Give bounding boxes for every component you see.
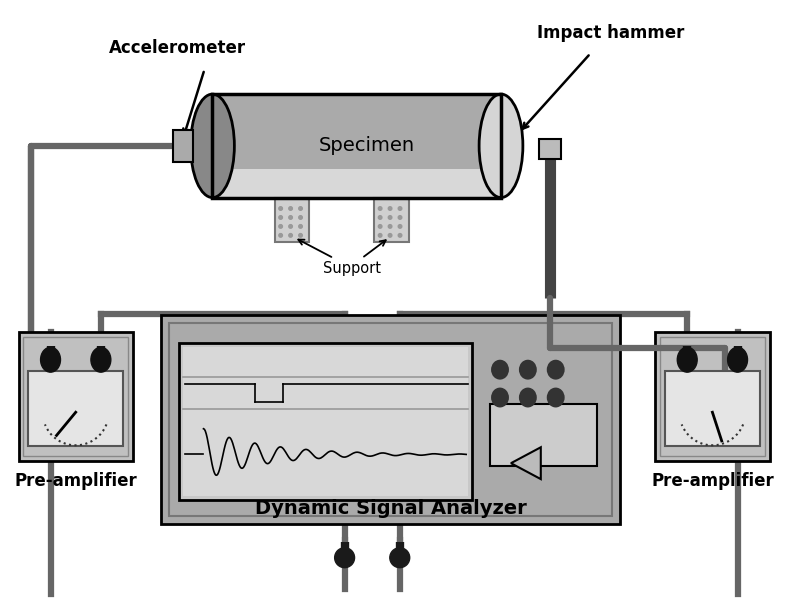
Circle shape (388, 215, 392, 219)
Circle shape (299, 225, 302, 228)
Bar (212, 94, 501, 198)
Circle shape (398, 234, 402, 237)
Circle shape (390, 548, 409, 568)
Ellipse shape (91, 347, 110, 372)
Bar (655, 332, 769, 461)
Bar (18, 332, 133, 461)
Circle shape (379, 207, 382, 211)
Bar (28, 371, 123, 446)
Bar (182, 347, 468, 496)
Circle shape (299, 215, 302, 219)
Circle shape (379, 225, 382, 228)
Bar (490, 405, 597, 466)
Ellipse shape (519, 360, 537, 379)
Ellipse shape (547, 387, 565, 408)
Ellipse shape (547, 360, 565, 379)
Text: Specimen: Specimen (319, 136, 415, 155)
Bar (539, 139, 561, 159)
Bar (173, 130, 193, 162)
Bar (161, 315, 620, 524)
Circle shape (299, 234, 302, 237)
Circle shape (289, 234, 293, 237)
Bar (169, 323, 612, 516)
Bar (178, 343, 472, 500)
Ellipse shape (491, 387, 509, 408)
Ellipse shape (491, 360, 509, 379)
Circle shape (335, 548, 354, 568)
Ellipse shape (677, 347, 697, 372)
Circle shape (379, 234, 382, 237)
Polygon shape (511, 447, 540, 479)
Circle shape (279, 215, 282, 219)
Ellipse shape (191, 94, 234, 198)
Text: Support: Support (323, 261, 381, 275)
Bar (665, 371, 760, 446)
Circle shape (398, 225, 402, 228)
Circle shape (398, 207, 402, 211)
Circle shape (289, 225, 293, 228)
Circle shape (279, 225, 282, 228)
Circle shape (379, 215, 382, 219)
Bar (275, 198, 309, 242)
Ellipse shape (727, 347, 747, 372)
Bar (212, 169, 501, 198)
Bar (212, 94, 501, 198)
Circle shape (279, 234, 282, 237)
Circle shape (279, 207, 282, 211)
Circle shape (289, 207, 293, 211)
Circle shape (289, 215, 293, 219)
Text: Accelerometer: Accelerometer (109, 39, 246, 58)
Text: Dynamic Signal Analyzer: Dynamic Signal Analyzer (255, 499, 526, 518)
Circle shape (388, 225, 392, 228)
Bar (374, 198, 409, 242)
Text: Pre-amplifier: Pre-amplifier (14, 472, 137, 490)
Circle shape (388, 207, 392, 211)
Circle shape (398, 215, 402, 219)
Bar (24, 337, 128, 456)
Circle shape (388, 234, 392, 237)
Bar (660, 337, 765, 456)
Ellipse shape (519, 387, 537, 408)
Text: Pre-amplifier: Pre-amplifier (651, 472, 774, 490)
Ellipse shape (479, 94, 523, 198)
Ellipse shape (40, 347, 61, 372)
Circle shape (299, 207, 302, 211)
Text: Impact hammer: Impact hammer (537, 24, 684, 42)
